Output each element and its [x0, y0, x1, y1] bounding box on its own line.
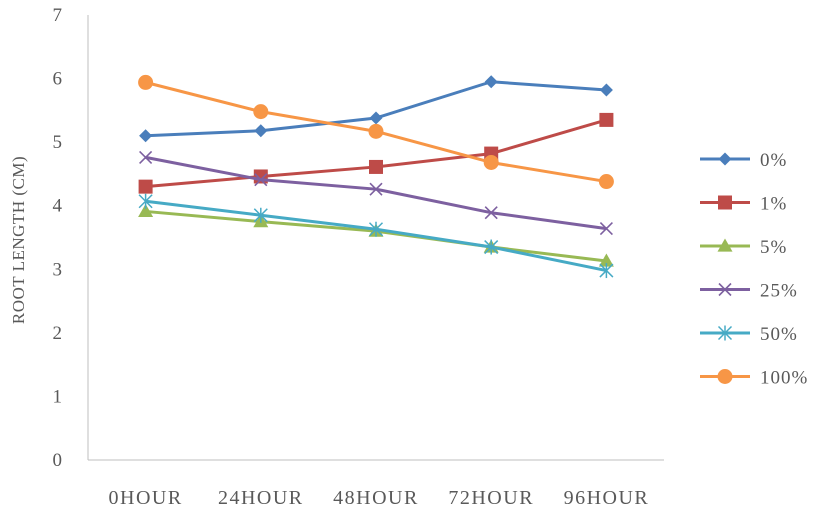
series-1pct: [138, 112, 614, 194]
data-point-100pct: [483, 154, 499, 170]
data-point-0pct: [599, 83, 613, 97]
data-point-25pct: [599, 222, 613, 236]
x-tick-label: 72HOUR: [448, 487, 534, 509]
y-axis-title: ROOT LENGTH (CM): [9, 156, 28, 324]
legend-label: 0%: [760, 150, 787, 171]
legend-label: 5%: [760, 237, 787, 258]
data-point-25pct: [484, 206, 498, 220]
y-tick-label: 2: [53, 323, 63, 344]
data-point-25pct: [139, 150, 153, 164]
legend-marker: [717, 369, 733, 384]
x-tick-label: 96HOUR: [564, 487, 650, 509]
legend-item-0pct: 0%: [700, 150, 787, 171]
data-point-5pct: [138, 203, 154, 218]
legend-item-25pct: 25%: [700, 281, 798, 302]
y-axis-ticks: 0 1 2 3 4 5 6 7: [53, 5, 63, 471]
data-point-5pct: [598, 253, 614, 267]
data-point-1pct: [369, 159, 383, 174]
data-point-100pct: [598, 174, 614, 190]
data-point-1pct: [138, 179, 153, 194]
y-tick-label: 3: [53, 259, 63, 280]
data-point-50pct: [368, 221, 384, 237]
data-point-0pct: [139, 129, 153, 143]
legend-marker: [717, 325, 733, 341]
y-tick-label: 0: [53, 450, 63, 471]
x-tick-label: 24HOUR: [218, 487, 304, 509]
legend-label: 50%: [760, 324, 798, 345]
data-point-0pct: [369, 111, 383, 125]
data-point-100pct: [253, 104, 269, 120]
legend-marker: [718, 152, 732, 166]
legend-marker: [717, 238, 733, 252]
series-50pct: [138, 193, 614, 279]
legend-marker: [718, 195, 732, 210]
legend-label: 100%: [760, 368, 808, 389]
series-100pct: [138, 74, 614, 190]
legend: 0% 1% 5% 25% 50% 100%: [700, 150, 808, 389]
data-point-50pct: [138, 193, 153, 209]
data-point-0pct: [484, 75, 498, 89]
series-25pct: [139, 150, 613, 236]
x-axis-ticks: 0HOUR 24HOUR 48HOUR 72HOUR 96HOUR: [109, 487, 650, 509]
legend-item-5pct: 5%: [700, 237, 787, 258]
y-tick-label: 4: [53, 196, 63, 217]
legend-item-1pct: 1%: [700, 194, 787, 215]
data-point-50pct: [484, 239, 499, 255]
y-tick-label: 6: [53, 69, 63, 90]
legend-label: 25%: [760, 281, 798, 302]
x-tick-label: 48HOUR: [333, 487, 419, 509]
data-point-50pct: [599, 263, 614, 279]
data-point-0pct: [254, 124, 268, 138]
y-tick-label: 5: [53, 132, 63, 153]
series-lines: [138, 74, 614, 279]
series-0pct: [139, 75, 613, 143]
y-tick-label: 1: [53, 386, 63, 407]
legend-label: 1%: [760, 194, 787, 215]
y-tick-label: 7: [53, 5, 63, 26]
data-point-50pct: [253, 207, 268, 223]
data-point-100pct: [138, 74, 154, 90]
legend-item-100pct: 100%: [700, 368, 808, 389]
axes: [87, 15, 664, 461]
x-tick-label: 0HOUR: [109, 487, 183, 509]
data-point-1pct: [599, 112, 614, 127]
data-point-100pct: [368, 123, 384, 139]
data-point-25pct: [254, 173, 268, 187]
legend-item-50pct: 50%: [700, 324, 798, 345]
data-point-25pct: [369, 182, 383, 196]
legend-marker: [718, 282, 732, 297]
